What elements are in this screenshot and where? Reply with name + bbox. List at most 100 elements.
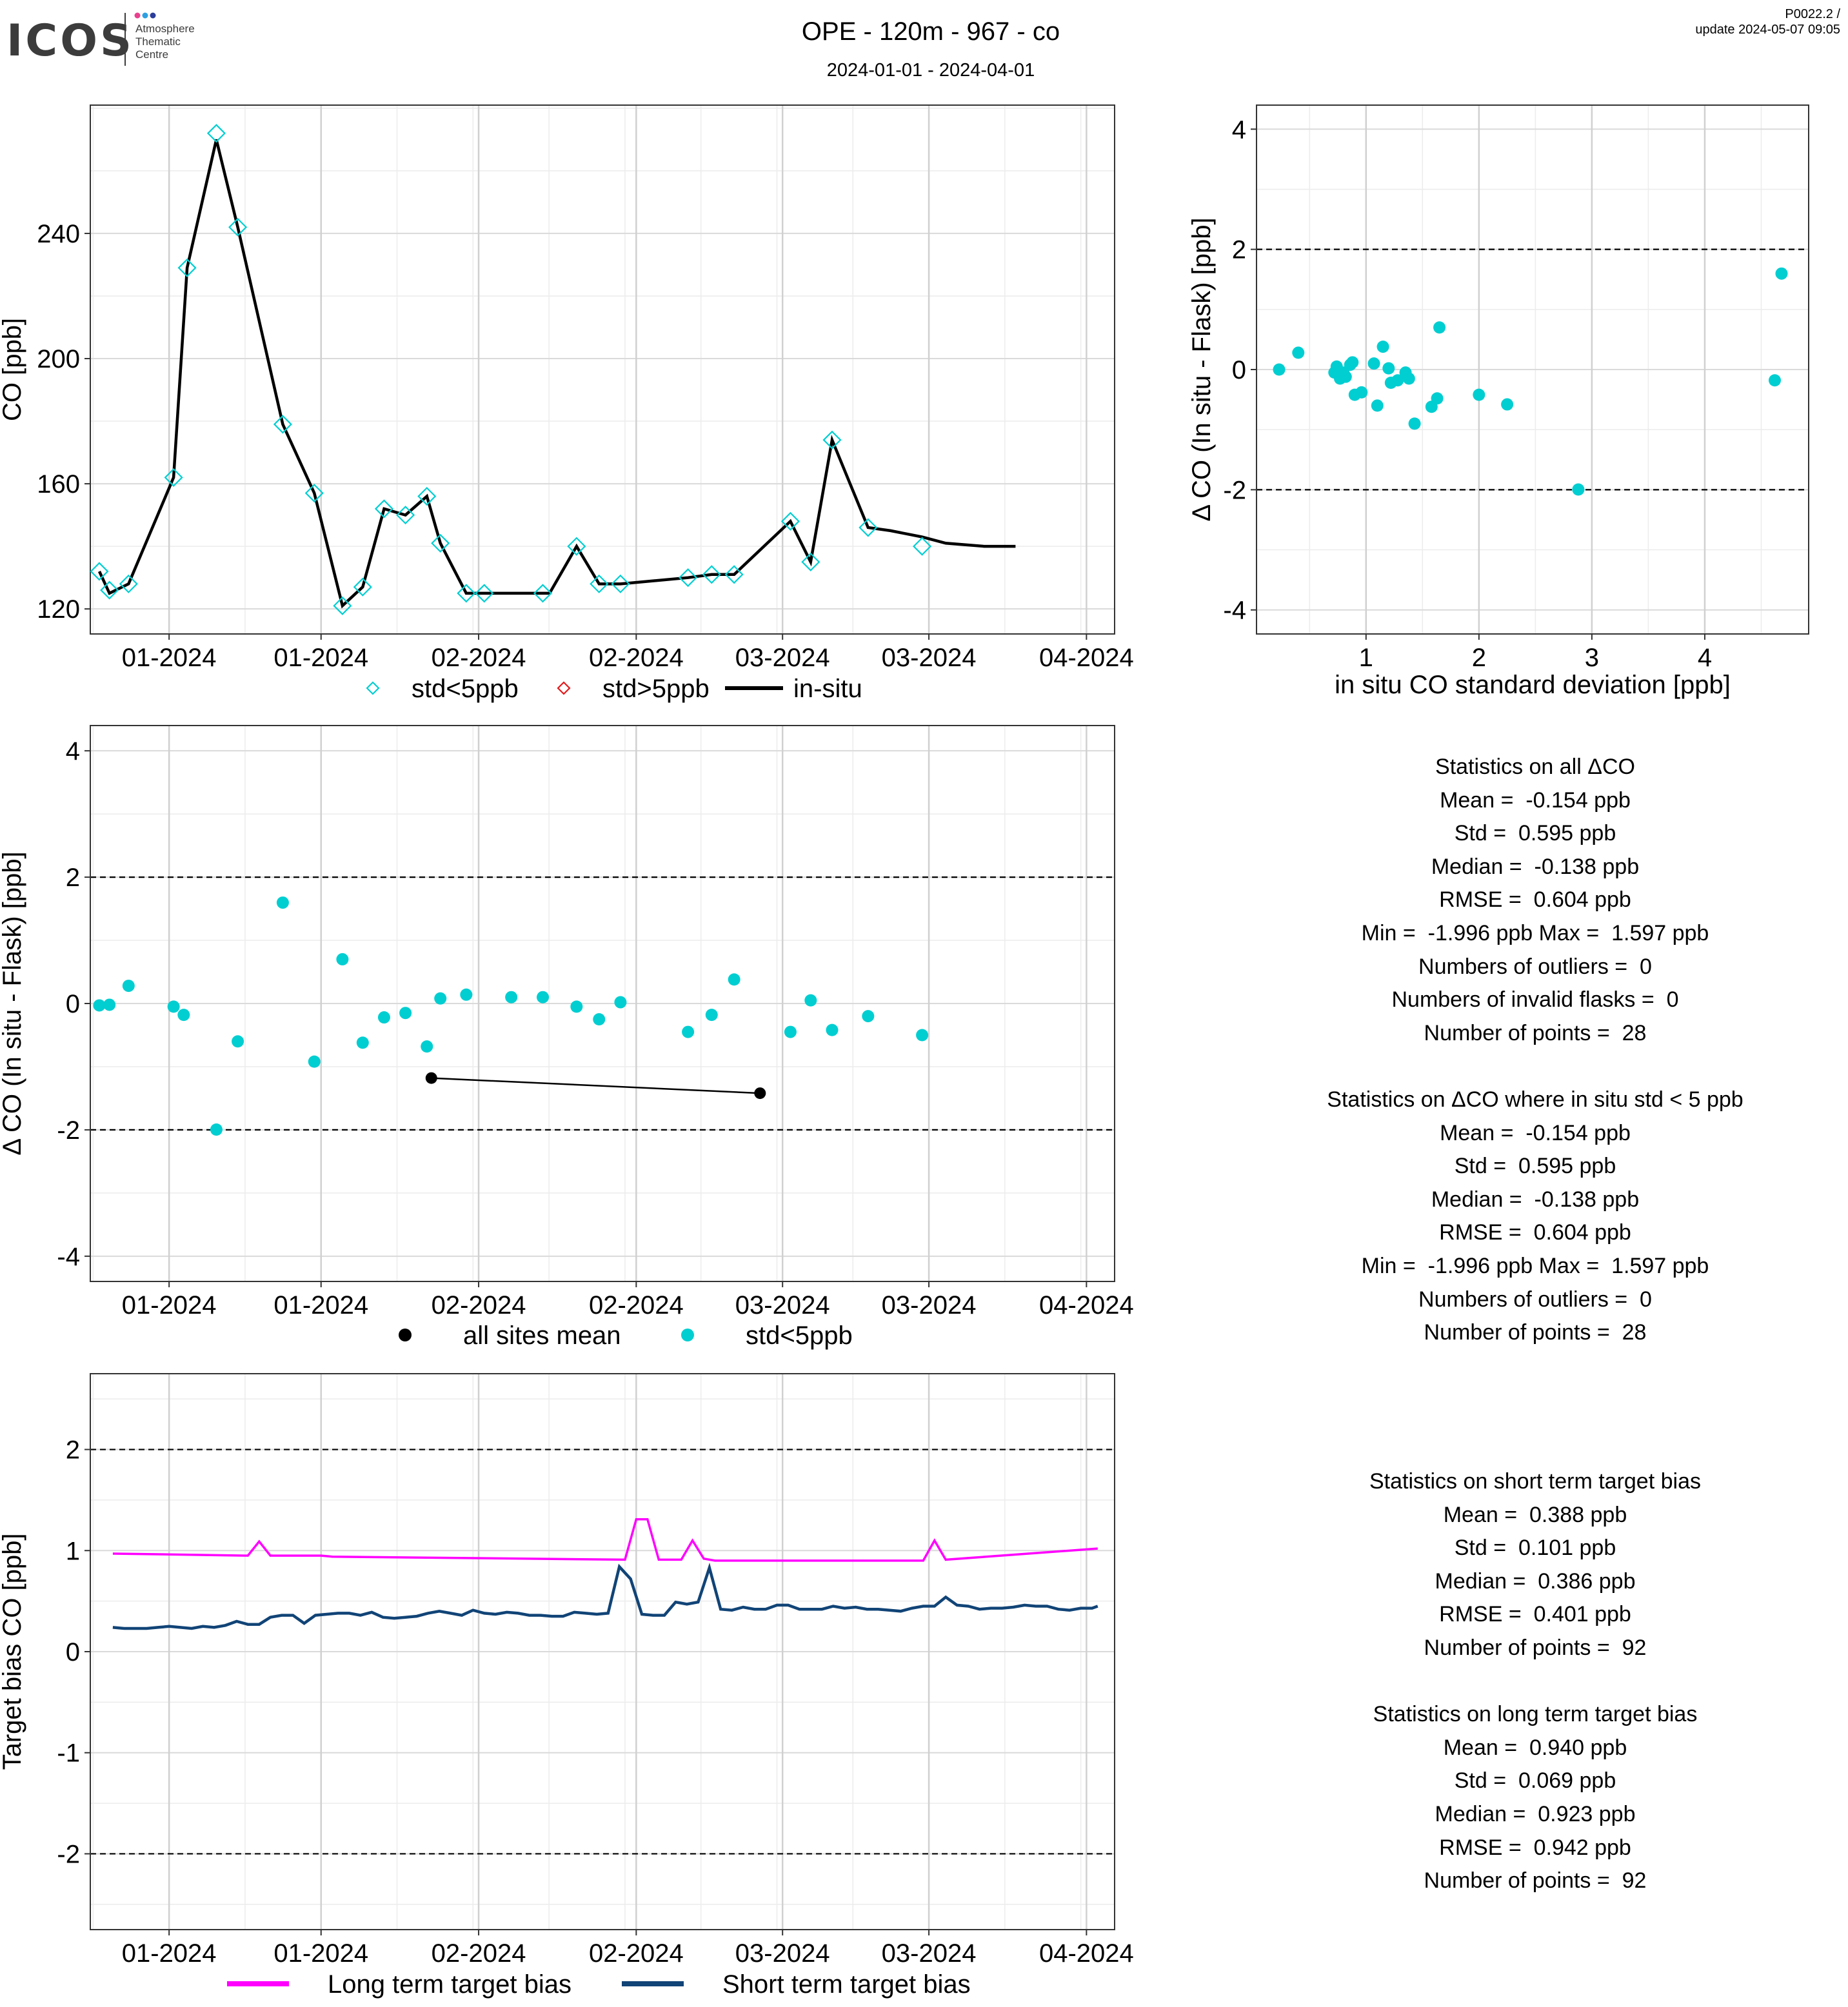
x-tick-label: 03-2024 (882, 644, 977, 672)
delta-point (728, 973, 740, 986)
y-tick-label: 2 (66, 1436, 80, 1465)
delta-point (377, 1011, 390, 1024)
diamond-point (780, 511, 800, 531)
delta-point (784, 1025, 797, 1038)
scatter-point (1391, 374, 1404, 387)
scatter-point (1292, 346, 1305, 359)
x-tick-label: 02-2024 (432, 644, 526, 672)
stats-all-line: Mean = -0.154 ppb (1440, 787, 1631, 813)
diamond-point (457, 584, 476, 603)
diamond-point (396, 506, 415, 525)
scatter-point (1431, 392, 1444, 405)
delta-point (614, 996, 627, 1009)
y-tick-label: -2 (1223, 476, 1246, 504)
chart-std: -4 -2 0 2 4 1 2 3 4 Δ CO (In situ - Flask) [ppb] i… (1187, 104, 1809, 699)
stats-all-line: Median = -0.138 ppb (1431, 854, 1640, 879)
x-tick-label: 3 (1585, 644, 1599, 672)
x-tick-label: 2 (1472, 644, 1486, 672)
page-subtitle: 2024-01-01 - 2024-04-01 (827, 60, 1035, 81)
scatter-point (1367, 357, 1380, 370)
diamond-point (374, 499, 394, 519)
stats-all-line: Number of points = 28 (1424, 1020, 1647, 1045)
y-axis-label: Δ CO (In situ - Flask) [ppb] (0, 851, 26, 1155)
y-tick-label: -1 (57, 1739, 80, 1768)
legend-label: std>5ppb (602, 675, 710, 703)
delta-point (308, 1055, 321, 1068)
stats-block-delta: Statistics on all ΔCO Mean = -0.154 ppb … (1277, 751, 1793, 1350)
diamond-point (533, 584, 553, 603)
diamond-point (90, 562, 109, 581)
delta-point (505, 991, 518, 1004)
delta-point (399, 1007, 412, 1020)
logo-sub-1: Atmosphere (135, 23, 195, 35)
y-tick-label: 2 (66, 864, 80, 892)
scatter-point (1382, 362, 1395, 375)
scatter-point (1433, 321, 1446, 334)
delta-point (862, 1010, 875, 1023)
mean-point (425, 1072, 437, 1084)
diamond-point (475, 584, 494, 603)
delta-point (356, 1036, 369, 1049)
scatter-point (1501, 398, 1514, 411)
legend-label: in-situ (793, 675, 862, 703)
delta-point (103, 998, 116, 1011)
y-tick-label: 160 (37, 470, 80, 499)
logo-sub-3: Centre (135, 48, 168, 61)
scatter-point (1273, 363, 1286, 376)
stats-long-line: Number of points = 92 (1424, 1868, 1647, 1893)
stats-lt5-line: Min = -1.996 ppb Max = 1.597 ppb (1361, 1253, 1709, 1278)
y-axis-label: CO [ppb] (0, 318, 26, 421)
stats-all-line: RMSE = 0.604 ppb (1439, 887, 1631, 913)
x-tick-label: 02-2024 (432, 1939, 526, 1968)
x-tick-label: 1 (1359, 644, 1373, 672)
legend-label: all sites mean (463, 1321, 621, 1350)
x-axis-label: in situ CO standard deviation [ppb] (1335, 671, 1731, 699)
y-tick-label: -4 (57, 1243, 80, 1271)
stats-long-line: Mean = 0.940 ppb (1443, 1735, 1627, 1760)
stats-short-line: Median = 0.386 ppb (1435, 1568, 1636, 1594)
scatter-point (1402, 372, 1415, 385)
diamond-point (679, 568, 698, 588)
diamond-point (431, 533, 450, 553)
x-tick-label: 03-2024 (882, 1939, 977, 1968)
diamond-point (859, 518, 878, 537)
long-term-line (112, 1518, 1098, 1562)
delta-point (177, 1009, 190, 1022)
diamond-point (119, 574, 138, 593)
delta-point (682, 1025, 695, 1038)
legend-key-mean (399, 1329, 412, 1341)
diamond-point (206, 124, 226, 143)
x-tick-label: 04-2024 (1039, 1939, 1134, 1968)
stats-short-line: Std = 0.101 ppb (1454, 1536, 1616, 1561)
legend-label: std<5ppb (412, 675, 519, 703)
stats-block-bias: Statistics on short term target bias Mea… (1277, 1465, 1793, 1898)
delta-point (276, 896, 289, 909)
diamond-point (724, 565, 744, 584)
diamond-point (100, 580, 119, 600)
scatter-point (1339, 370, 1352, 383)
stats-short-line: Mean = 0.388 ppb (1443, 1502, 1627, 1527)
diamond-point (702, 565, 721, 584)
update-label: update 2024-05-07 09:05 (1695, 23, 1840, 37)
stats-all-line: Std = 0.595 ppb (1454, 821, 1616, 846)
x-tick-label: 03-2024 (735, 644, 830, 672)
delta-point (336, 953, 349, 965)
x-tick-label: 4 (1698, 644, 1712, 672)
y-tick-label: 240 (37, 220, 80, 248)
diamond-point (164, 468, 183, 487)
stats-long-line: Median = 0.923 ppb (1435, 1801, 1636, 1826)
delta-point (826, 1023, 839, 1036)
delta-point (210, 1123, 223, 1136)
scatter-point (1775, 267, 1788, 280)
chart-bias: -2 -1 0 1 2 01-2024 01-2024 02-2024 02-2024 03-20… (0, 1373, 1134, 1999)
stats-long-title: Statistics on long term target bias (1373, 1702, 1698, 1727)
plot-frame (90, 104, 1115, 635)
x-tick-label: 02-2024 (589, 1939, 684, 1968)
diamond-point (273, 415, 292, 434)
chart-diff: -4 -2 0 2 4 01-2024 01-2024 02-2024 02-2024 03-20… (0, 725, 1134, 1350)
stats-all-line: Numbers of outliers = 0 (1418, 954, 1652, 979)
delta-point (705, 1009, 718, 1022)
scatter-point (1355, 386, 1368, 399)
scatter-point (1473, 388, 1485, 401)
